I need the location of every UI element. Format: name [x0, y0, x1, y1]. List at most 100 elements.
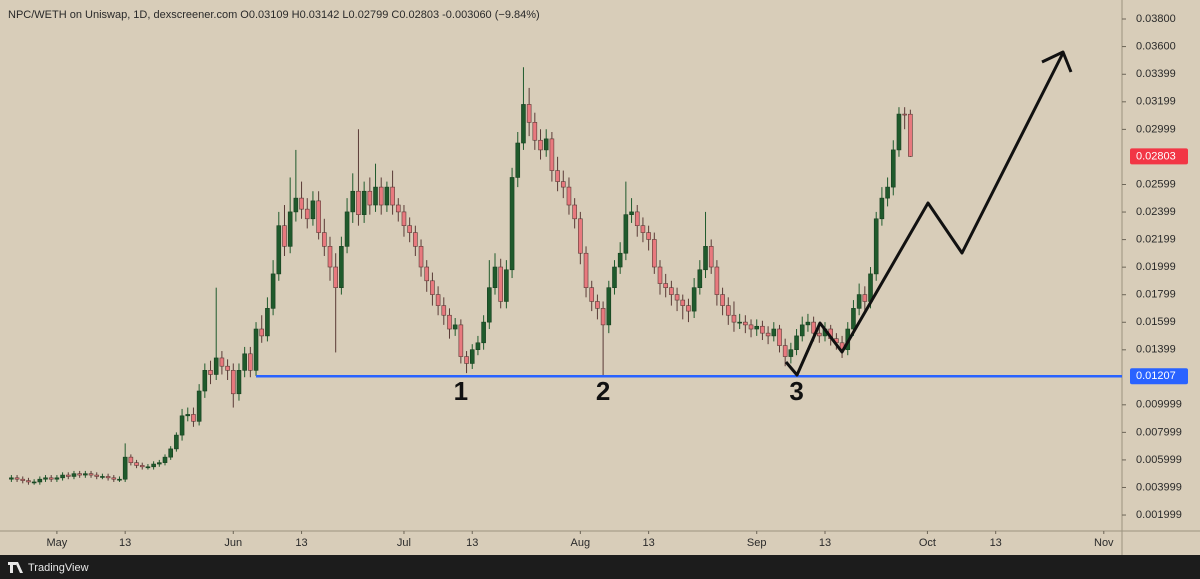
candle-body	[538, 139, 543, 151]
candle-body	[674, 294, 680, 301]
candle-body	[219, 357, 225, 367]
y-tick-label: 0.003999	[1136, 481, 1182, 493]
candle-body	[339, 246, 344, 288]
candle-body	[748, 324, 754, 330]
candle-body	[344, 211, 350, 247]
background	[0, 0, 1200, 555]
candle-body	[151, 463, 156, 468]
candle-body	[543, 138, 549, 151]
candle-body	[128, 456, 134, 463]
chart-title: NPC/WETH on Uniswap, 1D, dexscreener.com…	[8, 9, 540, 21]
y-tick-label: 0.01799	[1136, 289, 1176, 301]
candle-body	[572, 204, 577, 220]
candle-body	[361, 190, 367, 215]
candle-body	[811, 321, 816, 334]
candle-body	[9, 477, 14, 480]
y-tick-label: 0.03600	[1136, 40, 1176, 52]
candle-body	[83, 473, 88, 476]
support-label: 0.01207	[1136, 370, 1176, 382]
brand: TradingView	[28, 562, 89, 574]
candle-body	[691, 287, 697, 312]
candle-body	[122, 456, 128, 480]
candle-body	[168, 448, 173, 458]
candle-body	[88, 473, 94, 476]
candle-body	[777, 328, 782, 346]
candle-body	[356, 190, 361, 215]
candle-body	[549, 138, 555, 171]
candle-body	[640, 225, 646, 233]
y-tick-label: 0.001999	[1136, 509, 1182, 521]
candle-body	[612, 266, 617, 288]
x-tick-label: 13	[119, 537, 131, 549]
candle-body	[134, 462, 139, 466]
candle-body	[31, 481, 37, 484]
candle-body	[566, 186, 572, 206]
candle-body	[287, 211, 293, 247]
candle-body	[902, 113, 907, 116]
candle-body	[646, 232, 651, 240]
candle-body	[350, 190, 356, 213]
candle-body	[697, 269, 703, 288]
candle-body	[248, 353, 253, 371]
y-tick-label: 0.02599	[1136, 178, 1176, 190]
candle-body	[407, 225, 412, 233]
candle-body	[282, 225, 287, 247]
candle-body	[862, 294, 868, 302]
y-tick-label: 0.03399	[1136, 68, 1176, 80]
x-tick-label: Jul	[397, 537, 411, 549]
candle-body	[230, 370, 236, 395]
y-tick-label: 0.02199	[1136, 234, 1176, 246]
candle-body	[532, 122, 538, 141]
candle-body	[817, 332, 822, 337]
x-tick-label: Jun	[224, 537, 242, 549]
y-tick-label: 0.01399	[1136, 344, 1176, 356]
candle-body	[395, 204, 401, 213]
candle-body	[253, 328, 259, 371]
x-tick-label: Oct	[919, 537, 936, 549]
candle-body	[413, 232, 418, 247]
candle-body	[873, 218, 879, 275]
y-tick-label: 0.005999	[1136, 454, 1182, 466]
candle-body	[458, 324, 464, 357]
candle-body	[515, 142, 521, 178]
footer	[0, 555, 1200, 579]
candle-body	[606, 287, 612, 326]
candle-body	[805, 321, 811, 326]
candle-body	[504, 269, 509, 302]
candle-body	[384, 186, 390, 206]
candle-body	[418, 246, 424, 268]
x-tick-label: 13	[990, 537, 1002, 549]
candle-body	[202, 370, 208, 392]
candle-body	[652, 239, 657, 268]
candle-body	[879, 197, 885, 220]
candle-body	[760, 325, 765, 334]
brand-logo	[8, 562, 23, 573]
candle-body	[487, 287, 492, 323]
projection-arrowhead	[1041, 50, 1073, 73]
candle-body	[595, 301, 600, 309]
candle-body	[794, 335, 799, 350]
candle-body	[60, 474, 65, 479]
candle-body	[589, 287, 595, 302]
candle-body	[424, 266, 430, 282]
candle-body	[737, 321, 742, 324]
y-tick-label: 0.009999	[1136, 399, 1182, 411]
candle-body	[890, 149, 896, 188]
candle-body	[71, 473, 77, 477]
candle-body	[430, 280, 435, 295]
candle-body	[560, 181, 566, 188]
candle-body	[896, 113, 902, 151]
candle-body	[492, 266, 498, 288]
support-label-box	[1130, 368, 1188, 385]
candle-body	[526, 104, 532, 123]
annotation: 1	[454, 376, 468, 406]
projection-path	[784, 52, 1065, 377]
candle-body	[720, 294, 725, 306]
x-tick-label: 13	[642, 537, 654, 549]
candle-body	[714, 266, 720, 295]
candle-body	[469, 349, 475, 364]
candle-body	[373, 186, 378, 206]
candle-body	[663, 283, 668, 288]
